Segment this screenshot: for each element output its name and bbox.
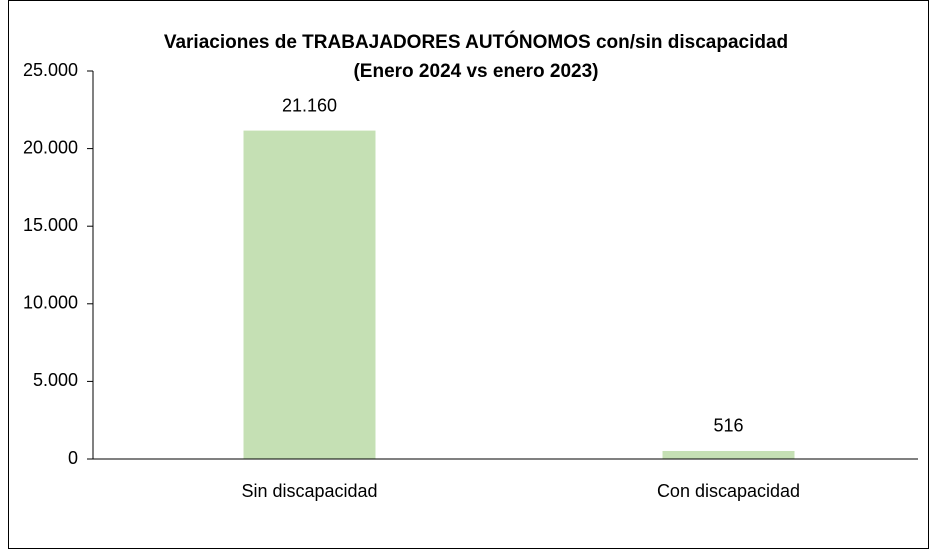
y-tick-label: 25.000 xyxy=(23,60,78,80)
bar xyxy=(243,130,376,459)
y-tick-label: 0 xyxy=(68,448,78,468)
chart-title: Variaciones de TRABAJADORES AUTÓNOMOS co… xyxy=(164,31,788,82)
bar xyxy=(662,450,795,459)
y-tick-label: 15.000 xyxy=(23,215,78,235)
x-tick-label: Sin discapacidad xyxy=(241,481,377,501)
chart-title-line: (Enero 2024 vs enero 2023) xyxy=(353,61,598,82)
chart-border xyxy=(8,0,929,549)
chart-title-line: Variaciones de TRABAJADORES AUTÓNOMOS co… xyxy=(164,31,788,53)
data-label: 21.160 xyxy=(282,95,337,115)
y-tick-label: 5.000 xyxy=(33,370,78,390)
y-tick-label: 20.000 xyxy=(23,137,78,157)
y-tick-label: 10.000 xyxy=(23,293,78,313)
x-tick-label: Con discapacidad xyxy=(657,481,800,501)
data-label: 516 xyxy=(713,416,743,436)
